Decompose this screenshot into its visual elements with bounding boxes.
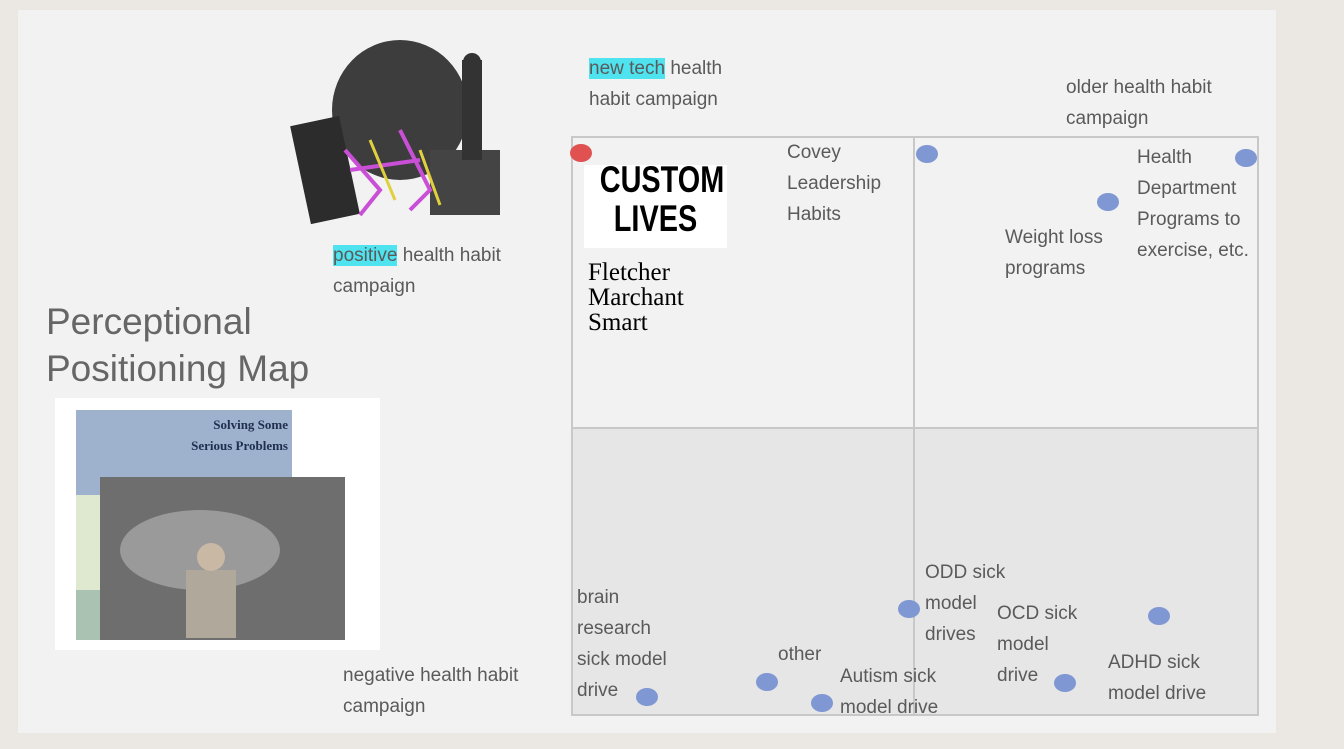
label-line: Department	[1137, 173, 1249, 204]
label-line: programs	[1005, 253, 1103, 284]
label-text: health habit	[403, 245, 501, 266]
position-dot	[636, 688, 658, 706]
position-dot	[1148, 607, 1170, 625]
book-photo-boy	[186, 570, 236, 638]
elephant-image	[290, 40, 500, 224]
position-dot	[756, 673, 778, 691]
label-line: ADHD sick	[1108, 647, 1206, 678]
label-line: brain	[577, 582, 667, 613]
label-line: campaign	[1066, 103, 1212, 134]
label-line: exercise, etc.	[1137, 235, 1249, 266]
book-title-line: Serious Problems	[150, 435, 288, 456]
label-line: positive health habit	[333, 240, 501, 271]
name-line: Smart	[588, 310, 684, 335]
label-line: model drive	[840, 692, 938, 723]
highlight: positive	[333, 245, 397, 266]
label-line: negative health habit	[343, 660, 518, 691]
position-dot	[916, 145, 938, 163]
label-line: Leadership	[787, 168, 881, 199]
label-line: Weight loss	[1005, 222, 1103, 253]
label-line: habit campaign	[589, 84, 722, 115]
title-line: Perceptional	[46, 298, 309, 345]
book-stripe	[76, 495, 100, 590]
label-line: Autism sick	[840, 661, 938, 692]
label-line: model	[925, 588, 1005, 619]
position-dot	[811, 694, 833, 712]
highlight: new tech	[589, 58, 665, 79]
book-stripe	[76, 590, 100, 640]
label-line: Health	[1137, 142, 1249, 173]
label-line: model	[997, 629, 1077, 660]
label-line: campaign	[333, 271, 501, 302]
label-line: sick model	[577, 644, 667, 675]
book-title-line: Solving Some	[150, 414, 288, 435]
label-line: other	[778, 639, 821, 670]
label-line: campaign	[343, 691, 518, 722]
logo-line: CUSTOM	[600, 160, 712, 199]
competitor-label: other	[778, 639, 821, 670]
label-line: new tech health	[589, 53, 722, 84]
label-text: health	[670, 58, 722, 79]
title-line: Positioning Map	[46, 345, 309, 392]
name-line: Fletcher	[588, 260, 684, 285]
position-dot	[1097, 193, 1119, 211]
logo-line: LIVES	[600, 199, 712, 238]
label-line: Covey	[787, 137, 881, 168]
name-line: Marchant	[588, 285, 684, 310]
page: PerceptionalPositioning Map new tech heal…	[0, 0, 1344, 749]
label-line: OCD sick	[997, 598, 1077, 629]
label-line: research	[577, 613, 667, 644]
position-dot	[898, 600, 920, 618]
position-dot	[1054, 674, 1076, 692]
label-line: drives	[925, 619, 1005, 650]
label-line: ODD sick	[925, 557, 1005, 588]
label-line: model drive	[1108, 678, 1206, 709]
label-line: Habits	[787, 199, 881, 230]
position-dot	[1235, 149, 1257, 167]
book-photo-boy	[197, 543, 225, 571]
label-line: Programs to	[1137, 204, 1249, 235]
position-dot	[570, 144, 592, 162]
label-line: older health habit	[1066, 72, 1212, 103]
